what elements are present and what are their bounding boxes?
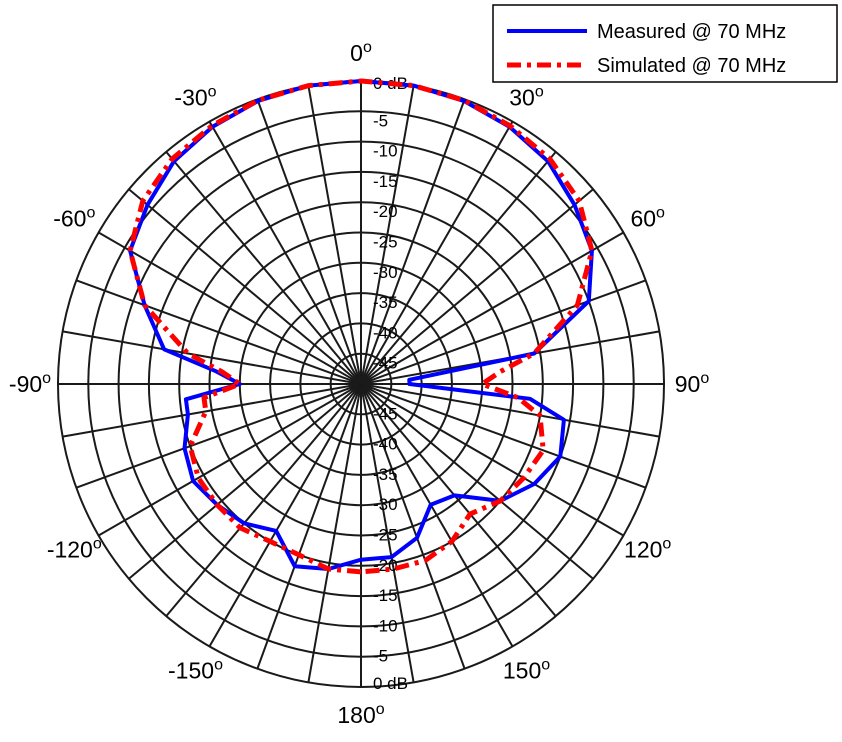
grid-spoke — [75, 383, 362, 489]
angle-tick-label: 150o — [503, 657, 550, 684]
radial-tick-label-top: -35 — [373, 293, 398, 312]
radial-tick-label-bottom: -10 — [373, 616, 398, 635]
legend-label: Measured @ 70 MHz — [597, 21, 786, 43]
angle-tick-label: -150o — [168, 657, 223, 684]
grid-spoke — [360, 383, 557, 617]
grid-spoke — [360, 383, 660, 438]
grid-spoke — [256, 383, 362, 670]
polar-grid — [57, 80, 665, 688]
angle-tick-label: 60o — [630, 205, 665, 232]
radial-tick-label-top: -10 — [373, 142, 398, 161]
grid-spoke — [208, 383, 362, 647]
radial-tick-label-bottom: -5 — [373, 647, 388, 666]
radial-tick-label-bottom: -25 — [373, 526, 398, 545]
grid-spoke — [128, 188, 362, 385]
grid-spoke — [165, 383, 362, 617]
radial-tick-label-top: -15 — [373, 172, 398, 191]
grid-spoke — [256, 98, 362, 385]
grid-spoke — [208, 121, 362, 385]
radial-tick-label-top: -30 — [373, 263, 398, 282]
angle-tick-label: -90o — [9, 370, 51, 397]
grid-spoke — [165, 151, 362, 385]
series-line — [127, 78, 595, 575]
grid-spoke — [360, 121, 514, 385]
radial-tick-label-bottom: -30 — [373, 495, 398, 514]
grid-spoke — [360, 383, 624, 537]
grid-spoke — [98, 383, 362, 537]
angle-tick-label: -120o — [47, 536, 102, 563]
radial-tick-label-bottom: -45 — [373, 404, 398, 423]
grid-spoke — [360, 98, 466, 385]
angle-tick-label: -30o — [174, 83, 216, 110]
radial-tick-label-top: -25 — [373, 233, 398, 252]
radial-tick-label-top: -20 — [373, 202, 398, 221]
grid-spoke — [360, 85, 415, 385]
legend-box — [492, 4, 838, 83]
angle-tick-label: 0o — [350, 39, 372, 66]
legend: Measured @ 70 MHz Simulated @ 70 MHz — [492, 4, 838, 83]
grid-spoke — [62, 330, 362, 385]
grid-spoke — [98, 231, 362, 385]
grid-spoke — [360, 383, 647, 489]
radial-tick-label-top: -5 — [373, 111, 388, 130]
grid-spoke — [62, 383, 362, 438]
radial-tick-label-top: -40 — [373, 323, 398, 342]
grid-spoke — [360, 383, 466, 670]
grid-spoke — [360, 151, 557, 385]
angle-tick-label: 120o — [624, 536, 671, 563]
radial-tick-label-top: -45 — [373, 354, 398, 373]
series-group — [127, 78, 595, 575]
grid-spoke — [128, 383, 362, 580]
grid-spoke — [360, 383, 514, 647]
angle-tick-label: -60o — [53, 205, 95, 232]
radial-tick-label-bottom: -40 — [373, 435, 398, 454]
legend-label: Simulated @ 70 MHz — [597, 55, 786, 77]
grid-spoke — [360, 279, 647, 385]
grid-spoke — [307, 383, 362, 683]
angular-axis-labels: 0o 30o 60o 90o 120o 150o 180o -150o -120o -90o -60… — [9, 39, 709, 728]
radial-tick-label-bottom: -15 — [373, 586, 398, 605]
radial-tick-label-bottom: -35 — [373, 465, 398, 484]
grid-spoke — [360, 383, 415, 683]
angle-tick-label: 30o — [509, 83, 544, 110]
grid-spoke — [75, 279, 362, 385]
angle-tick-label: 90o — [675, 370, 710, 397]
radial-tick-label-bottom: 0 dB — [373, 674, 408, 693]
angle-tick-label: 180o — [337, 701, 384, 728]
grid-spoke — [360, 188, 594, 385]
grid-spoke — [360, 383, 594, 580]
grid-spoke — [360, 231, 624, 385]
grid-spoke — [307, 85, 362, 385]
